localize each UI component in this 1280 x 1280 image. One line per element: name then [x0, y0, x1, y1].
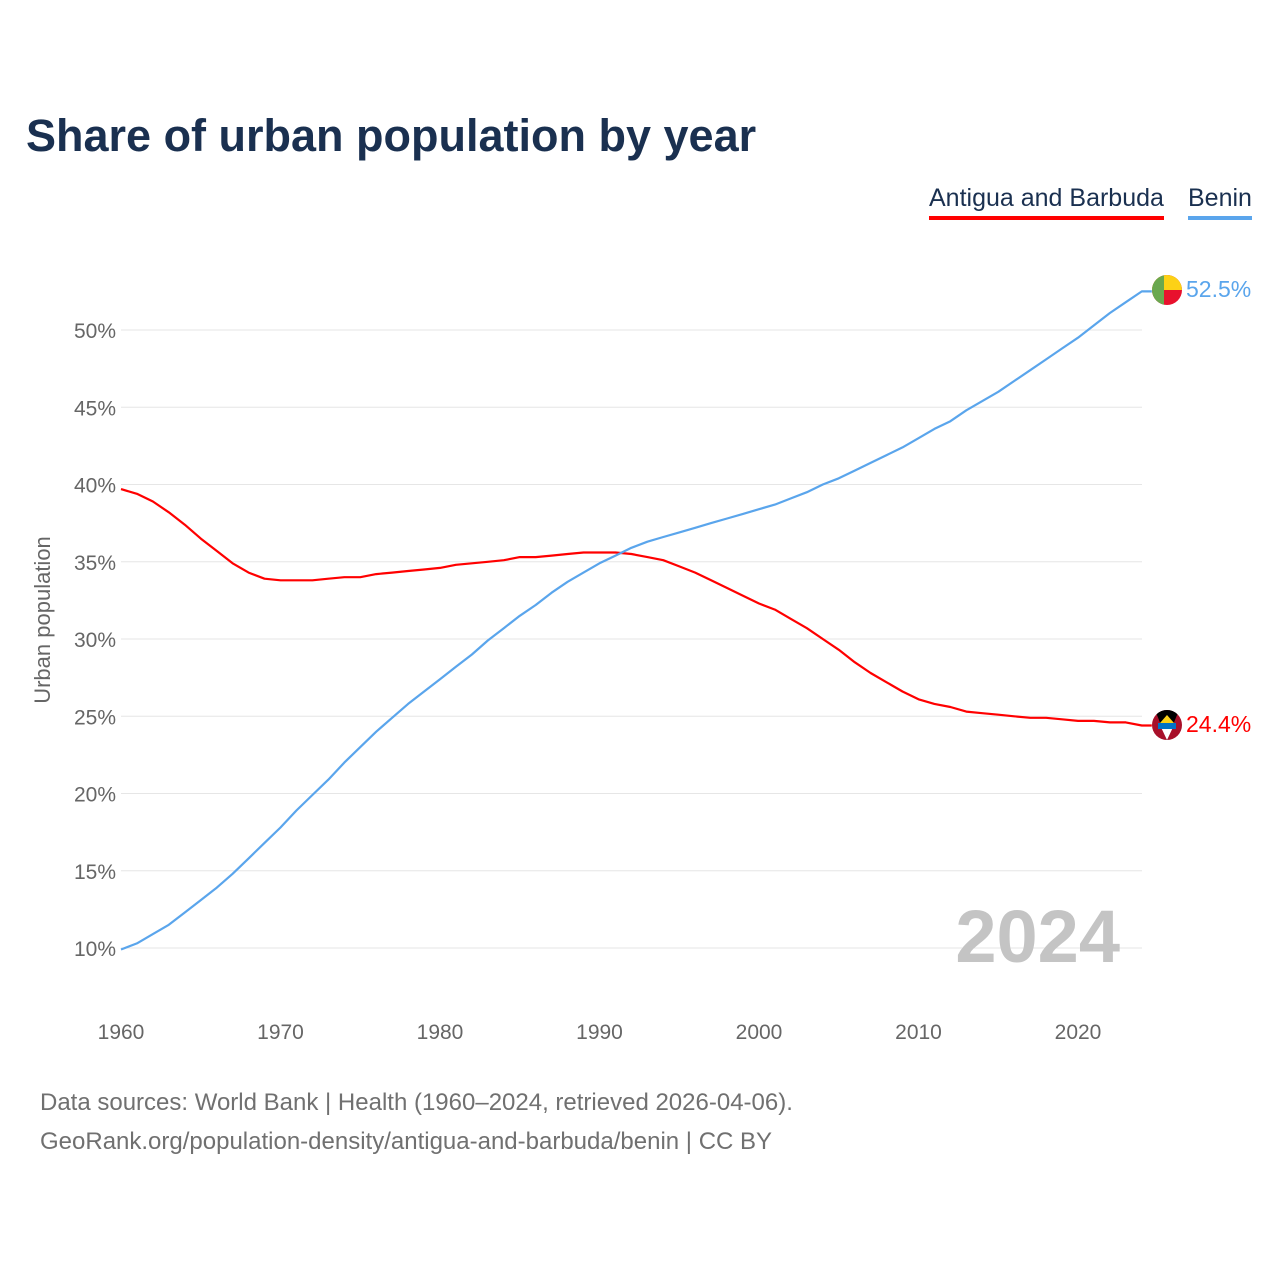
antigua-flag-icon — [1152, 710, 1182, 740]
x-tick-label: 1970 — [257, 1021, 304, 1044]
legend-item-antigua-and-barbuda[interactable]: Antigua and Barbuda — [929, 184, 1164, 220]
y-tick-label: 20% — [74, 784, 116, 807]
y-tick-label: 35% — [74, 552, 116, 575]
benin-flag-icon — [1152, 275, 1182, 305]
y-tick-label: 15% — [74, 861, 116, 884]
x-tick-label: 2000 — [736, 1021, 783, 1044]
series-line-benin — [120, 290, 1152, 951]
end-label-antigua-and-barbuda: 24.4% — [1186, 711, 1251, 737]
y-tick-label: 40% — [74, 475, 116, 498]
x-tick-label: 1980 — [417, 1021, 464, 1044]
footer-sources: Data sources: World Bank | Health (1960–… — [40, 1089, 793, 1116]
year-watermark: 2024 — [955, 895, 1120, 978]
y-tick-label: 30% — [74, 629, 116, 652]
y-tick-label: 25% — [74, 706, 116, 729]
x-tick-label: 1960 — [98, 1021, 145, 1044]
x-tick-label: 2010 — [895, 1021, 942, 1044]
series-line-antigua-and-barbuda — [120, 488, 1152, 727]
x-tick-label: 1990 — [576, 1021, 623, 1044]
y-tick-label: 50% — [74, 320, 116, 343]
legend-item-benin[interactable]: Benin — [1188, 184, 1252, 220]
footer-link[interactable]: GeoRank.org/population-density/antigua-a… — [40, 1128, 773, 1155]
x-tick-label: 2020 — [1055, 1021, 1102, 1044]
y-tick-label: 10% — [74, 938, 116, 961]
chart-title: Share of urban population by year — [26, 110, 757, 161]
end-label-benin: 52.5% — [1186, 276, 1251, 302]
y-axis-label: Urban population — [30, 536, 55, 704]
y-tick-label: 45% — [74, 397, 116, 420]
